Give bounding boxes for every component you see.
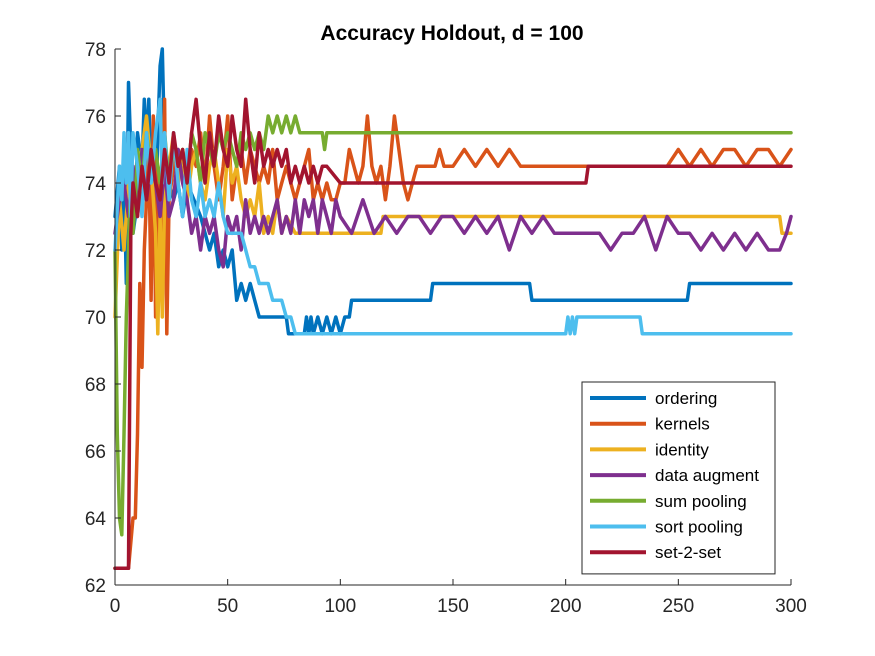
legend-box <box>581 381 776 575</box>
legend-label: set-2-set <box>655 543 721 562</box>
series-line-set-2-set <box>113 97 793 571</box>
y-tick-label: 62 <box>85 576 106 597</box>
x-tick-label: 150 <box>437 596 469 617</box>
x-tick-label: 250 <box>662 596 694 617</box>
x-tick-label: 50 <box>217 596 238 617</box>
legend-label: sum pooling <box>655 492 747 511</box>
y-tick-label: 76 <box>85 107 106 128</box>
series-line-identity <box>113 114 793 336</box>
y-tick-label: 66 <box>85 442 106 463</box>
x-tick-label: 100 <box>324 596 356 617</box>
y-tick-label: 74 <box>85 174 107 195</box>
x-tick-label: 0 <box>110 596 121 617</box>
legend-label: sort pooling <box>655 518 743 537</box>
series-line-sort-pooling <box>113 97 793 336</box>
legend-label: ordering <box>655 389 717 408</box>
y-tick-label: 72 <box>85 241 106 262</box>
legend: ordering kernels identity data augment sum p… <box>581 381 776 575</box>
legend-label: identity <box>655 440 709 459</box>
y-tick-label: 70 <box>85 308 106 329</box>
x-tick-label: 300 <box>775 596 807 617</box>
y-tick-label: 78 <box>85 40 106 61</box>
legend-label: kernels <box>655 415 710 434</box>
y-tick-label: 68 <box>85 375 106 396</box>
chart-title: Accuracy Holdout, d = 100 <box>320 22 583 45</box>
series-layer <box>113 47 793 571</box>
legend-label: data augment <box>655 466 759 485</box>
axes-layer: 0 50 100 150 200 250 300 62 64 66 68 70 72 74 76 78 <box>85 40 807 617</box>
x-tick-label: 200 <box>550 596 582 617</box>
y-tick-label: 64 <box>85 509 107 530</box>
